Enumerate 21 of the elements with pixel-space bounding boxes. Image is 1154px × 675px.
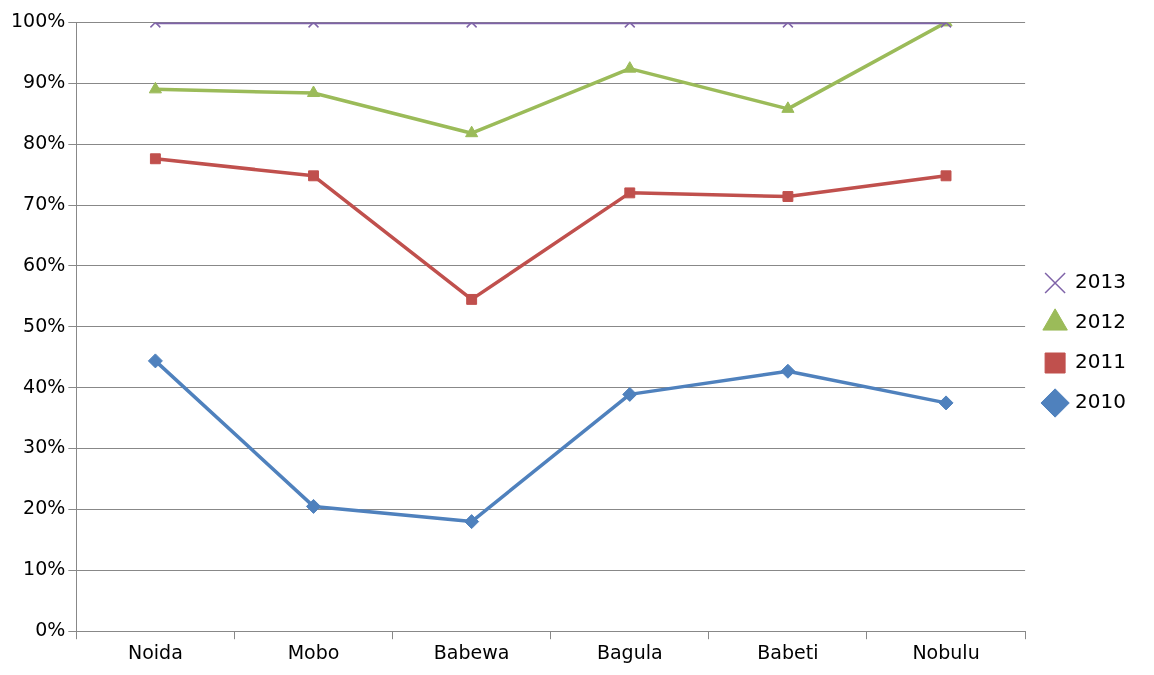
x-tick-label: Babeti — [757, 640, 819, 663]
y-tick-label: 0% — [35, 618, 66, 641]
x-tick-label: Mobo — [287, 640, 340, 663]
x-tick-label: Noida — [127, 640, 183, 663]
legend-label: 2011 — [1075, 349, 1127, 374]
y-tick-label: 20% — [23, 496, 66, 519]
x-tick-label: Babewa — [433, 640, 510, 663]
y-tick-label: 60% — [23, 252, 66, 275]
legend-label: 2010 — [1075, 389, 1127, 414]
legend-label: 2012 — [1075, 309, 1127, 334]
y-tick-label: 30% — [23, 435, 66, 458]
y-tick-label: 100% — [10, 9, 66, 32]
y-tick-label: 40% — [23, 374, 66, 397]
y-tick-label: 80% — [23, 131, 66, 154]
y-tick-label: 90% — [23, 70, 66, 93]
x-tick-label: Bagula — [596, 640, 663, 663]
x-tick-label: Nobulu — [912, 640, 980, 663]
y-tick-label: 70% — [23, 191, 66, 214]
y-tick-label: 10% — [23, 557, 66, 580]
legend-label: 2013 — [1075, 269, 1127, 294]
y-tick-label: 50% — [23, 313, 66, 336]
